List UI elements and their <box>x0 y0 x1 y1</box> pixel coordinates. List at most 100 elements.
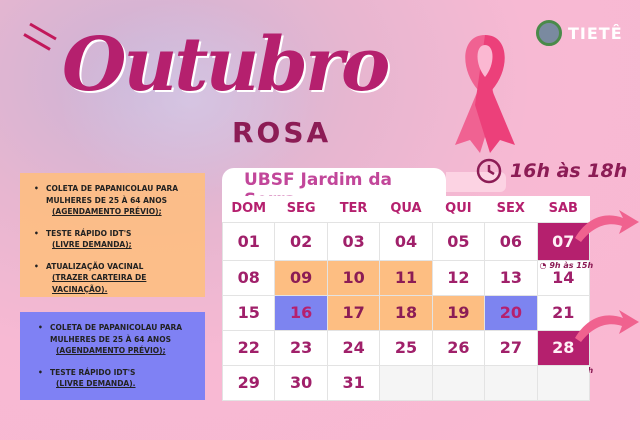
calendar-day: 02 <box>274 221 328 261</box>
services-box-blue: COLETA DE PAPANICOLAU PARA MULHERES DE 2… <box>20 312 205 400</box>
calendar-day: 09 <box>274 259 328 296</box>
tiete-logo: TIETÊ <box>536 20 623 46</box>
service-text: TESTE RÁPIDO IDT'S <box>50 367 136 377</box>
calendar-day: 12 <box>431 259 486 296</box>
calendar-day: 26 <box>431 329 486 366</box>
service-note: (LIVRE DEMANDA); <box>52 240 132 249</box>
calendar-day: 22 <box>221 329 276 366</box>
day-number: 21 <box>552 303 575 322</box>
calendar-day: 27 <box>484 329 538 366</box>
calendar-day: 30 <box>274 364 328 401</box>
calendar-day: 20 <box>484 294 538 331</box>
calendar-week: 15 16 17 18 19 20 21 <box>221 294 591 331</box>
calendar-empty <box>484 364 538 401</box>
calendar-day: 31 <box>326 364 381 401</box>
calendar-day: 04 <box>379 221 433 261</box>
day-number: 06 <box>499 231 522 251</box>
service-note: (TRAZER CARTEIRA DE VACINAÇÃO). <box>52 273 147 294</box>
service-item: COLETA DE PAPANICOLAU PARA MULHERES DE 2… <box>38 322 197 357</box>
logo-text: TIETÊ <box>568 23 623 43</box>
service-note: (AGENDAMENTO PRÉVIO); <box>52 207 162 216</box>
service-note: (LIVRE DEMANDA). <box>56 379 136 388</box>
day-number: 13 <box>499 268 522 287</box>
calendar-day: 06 <box>484 221 538 261</box>
title-outubro: Outubro <box>62 22 390 108</box>
day-number: 03 <box>342 231 365 251</box>
weekday-header: QUA <box>390 201 422 217</box>
day-number: 31 <box>342 373 365 392</box>
weekday-header: TER <box>339 201 368 217</box>
weekday-header: SEX <box>496 201 525 217</box>
weekday-header: SAB <box>548 201 578 217</box>
arrow-icon <box>575 210 639 242</box>
calendar-day: 01 <box>221 221 276 261</box>
calendar-day: 29 <box>221 364 276 401</box>
service-text: COLETA DE PAPANICOLAU PARA MULHERES DE 2… <box>50 323 183 344</box>
city-crest-icon <box>536 20 562 46</box>
calendar-day: 03 <box>326 221 381 261</box>
calendar-empty <box>379 364 433 401</box>
hours-bar <box>446 172 506 192</box>
calendar-day: 13 <box>484 259 538 296</box>
calendar-day: 24 <box>326 329 381 366</box>
service-text: ATUALIZAÇÃO VACINAL <box>46 261 144 271</box>
background-glow <box>60 0 320 200</box>
services-box-orange: COLETA DE PAPANICOLAU PARA MULHERES DE 2… <box>20 173 205 297</box>
service-note: (AGENDAMENTO PRÉVIO); <box>56 346 166 355</box>
service-item: TESTE RÁPIDO IDT'S (LIVRE DEMANDA); <box>34 228 197 251</box>
day-number: 10 <box>342 268 365 287</box>
calendar-day: 05 <box>431 221 486 261</box>
hours-text: 16h às 18h <box>510 160 628 182</box>
calendar-day: 08 <box>221 259 276 296</box>
calendar-week: 01 02 03 04 05 06 07 ◔ 9h às 15h <box>221 221 593 270</box>
day-number: 18 <box>394 303 418 322</box>
day-number: 24 <box>342 338 365 357</box>
day-number: 05 <box>447 231 470 251</box>
day-number: 12 <box>447 268 470 287</box>
calendar-day: 14 <box>536 259 591 296</box>
day-number: 16 <box>290 303 313 322</box>
weekday-header: QUI <box>445 201 472 217</box>
day-number: 15 <box>237 303 260 322</box>
calendar-day: 15 <box>221 294 276 331</box>
calendar-day: 18 <box>379 294 433 331</box>
service-item: TESTE RÁPIDO IDT'S (LIVRE DEMANDA). <box>38 367 197 390</box>
calendar-empty <box>536 364 591 401</box>
service-item: ATUALIZAÇÃO VACINAL (TRAZER CARTEIRA DE V… <box>34 261 197 296</box>
calendar: DOM SEG TER QUA QUI SEX SAB 01 02 03 04 05 06 07 ◔ 9h … <box>221 196 593 401</box>
calendar-day: 19 <box>431 294 486 331</box>
service-text: COLETA DE PAPANICOLAU PARA MULHERES DE 2… <box>46 184 179 205</box>
day-number: 09 <box>290 268 313 287</box>
day-number: 30 <box>290 373 313 392</box>
calendar-day: 10 <box>326 259 381 296</box>
calendar-day: 11 <box>379 259 433 296</box>
ubsf-title: UBSF Jardim da Serra <box>222 168 446 210</box>
calendar-day: 17 <box>326 294 381 331</box>
day-number: 26 <box>447 338 470 357</box>
day-number: 22 <box>237 338 260 357</box>
day-number: 28 <box>552 338 575 357</box>
calendar-empty <box>431 364 486 401</box>
day-number: 27 <box>499 338 522 357</box>
decorative-lines <box>29 22 57 41</box>
calendar-day: 23 <box>274 329 328 366</box>
day-number: 23 <box>290 338 313 357</box>
day-number: 14 <box>552 268 575 287</box>
day-number: 17 <box>342 303 365 322</box>
service-item: COLETA DE PAPANICOLAU PARA MULHERES DE 2… <box>34 183 197 218</box>
calendar-week: 29 30 31 <box>221 364 591 401</box>
day-number: 11 <box>394 268 418 287</box>
day-number: 19 <box>447 303 470 322</box>
arrow-icon <box>575 310 639 342</box>
weekday-header: SEG <box>286 201 316 217</box>
calendar-day: 25 <box>379 329 433 366</box>
clock-icon <box>476 158 502 184</box>
service-text: TESTE RÁPIDO IDT'S <box>46 228 132 238</box>
weekday-header: DOM <box>231 201 267 217</box>
day-number: 20 <box>499 303 522 322</box>
title-rosa: ROSA <box>232 116 332 149</box>
day-number: 02 <box>290 231 313 251</box>
hours-label: 16h às 18h <box>476 158 627 184</box>
day-number: 08 <box>237 268 260 287</box>
